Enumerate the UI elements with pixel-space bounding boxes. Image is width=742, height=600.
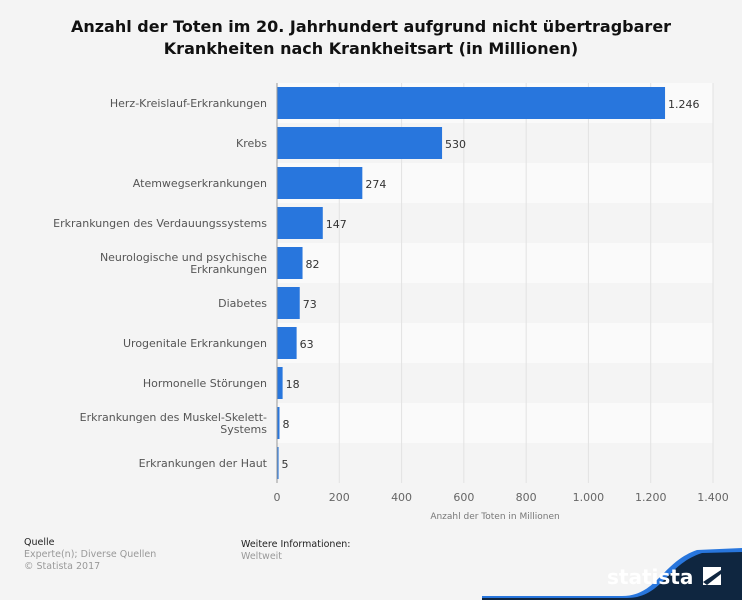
x-tick-label: 0: [274, 491, 281, 504]
value-label: 1.246: [668, 98, 700, 111]
bar-chart: 0 200 400 600 800 1.000 1.200 1.400 Anzahl der T…: [53, 83, 729, 522]
copyright: © Statista 2017: [24, 561, 101, 572]
info-text: Weltweit: [241, 551, 283, 562]
x-tick-label: 200: [329, 491, 350, 504]
source-block: Quelle Experte(n); Diverse Quellen © Sta…: [24, 537, 156, 573]
x-axis-label: Anzahl der Toten in Millionen: [430, 512, 559, 522]
row-stripe: [277, 403, 713, 443]
row-stripe: [277, 203, 713, 243]
category-label: Hormonelle Störungen: [143, 377, 267, 390]
value-label: 82: [306, 258, 320, 271]
source-line: Experte(n); Diverse Quellen: [24, 549, 157, 560]
bar: [277, 287, 300, 319]
x-tick-label: 1.200: [635, 491, 667, 504]
info-block: Weitere Informationen: Weltweit: [241, 539, 351, 563]
x-tick-label: 600: [453, 491, 474, 504]
category-label: Diabetes: [218, 297, 267, 310]
title-line: Krankheiten nach Krankheitsart (in Milli…: [163, 39, 579, 58]
statista-logo: statista: [482, 548, 742, 600]
value-label: 530: [445, 138, 466, 151]
bar: [277, 167, 363, 199]
value-label: 73: [303, 298, 317, 311]
bar: [277, 407, 280, 439]
info-heading: Weitere Informationen:: [241, 539, 351, 550]
x-tick-label: 1.400: [697, 491, 729, 504]
row-stripe: [277, 283, 713, 323]
category-label: Systems: [220, 423, 267, 436]
category-label: Erkrankungen des Verdauungssystems: [53, 217, 267, 230]
value-label: 8: [282, 418, 289, 431]
category-label: Neurologische und psychische: [100, 251, 267, 264]
value-label: 274: [365, 178, 386, 191]
value-label: 5: [282, 458, 289, 471]
category-label: Erkrankungen des Muskel-Skelett-: [80, 411, 267, 424]
bar: [277, 367, 283, 399]
source-heading: Quelle: [24, 537, 55, 548]
category-label: Erkrankungen: [190, 263, 267, 276]
statista-mark-icon: [703, 567, 721, 585]
bar: [277, 247, 303, 279]
category-label: Urogenitale Erkrankungen: [123, 337, 267, 350]
value-label: 147: [326, 218, 347, 231]
category-label: Krebs: [236, 137, 267, 150]
logo-text: statista: [607, 565, 693, 589]
chart-title: Anzahl der Toten im 20. Jahrhundert aufg…: [0, 16, 742, 60]
category-label: Herz-Kreislauf-Erkrankungen: [110, 97, 267, 110]
bar: [277, 327, 297, 359]
value-label: 18: [286, 378, 300, 391]
value-label: 63: [300, 338, 314, 351]
row-stripe: [277, 243, 713, 283]
x-tick-label: 400: [391, 491, 412, 504]
row-stripe: [277, 443, 713, 483]
title-line: Anzahl der Toten im 20. Jahrhundert aufg…: [70, 17, 672, 36]
category-label: Erkrankungen der Haut: [139, 457, 268, 470]
bar: [277, 127, 443, 159]
category-label: Atemwegserkrankungen: [133, 177, 267, 190]
row-stripe: [277, 323, 713, 363]
x-tick-label: 1.000: [573, 491, 605, 504]
row-stripe: [277, 363, 713, 403]
bar: [277, 447, 279, 479]
x-tick-label: 800: [516, 491, 537, 504]
bar: [277, 207, 323, 239]
bar: [277, 87, 666, 119]
